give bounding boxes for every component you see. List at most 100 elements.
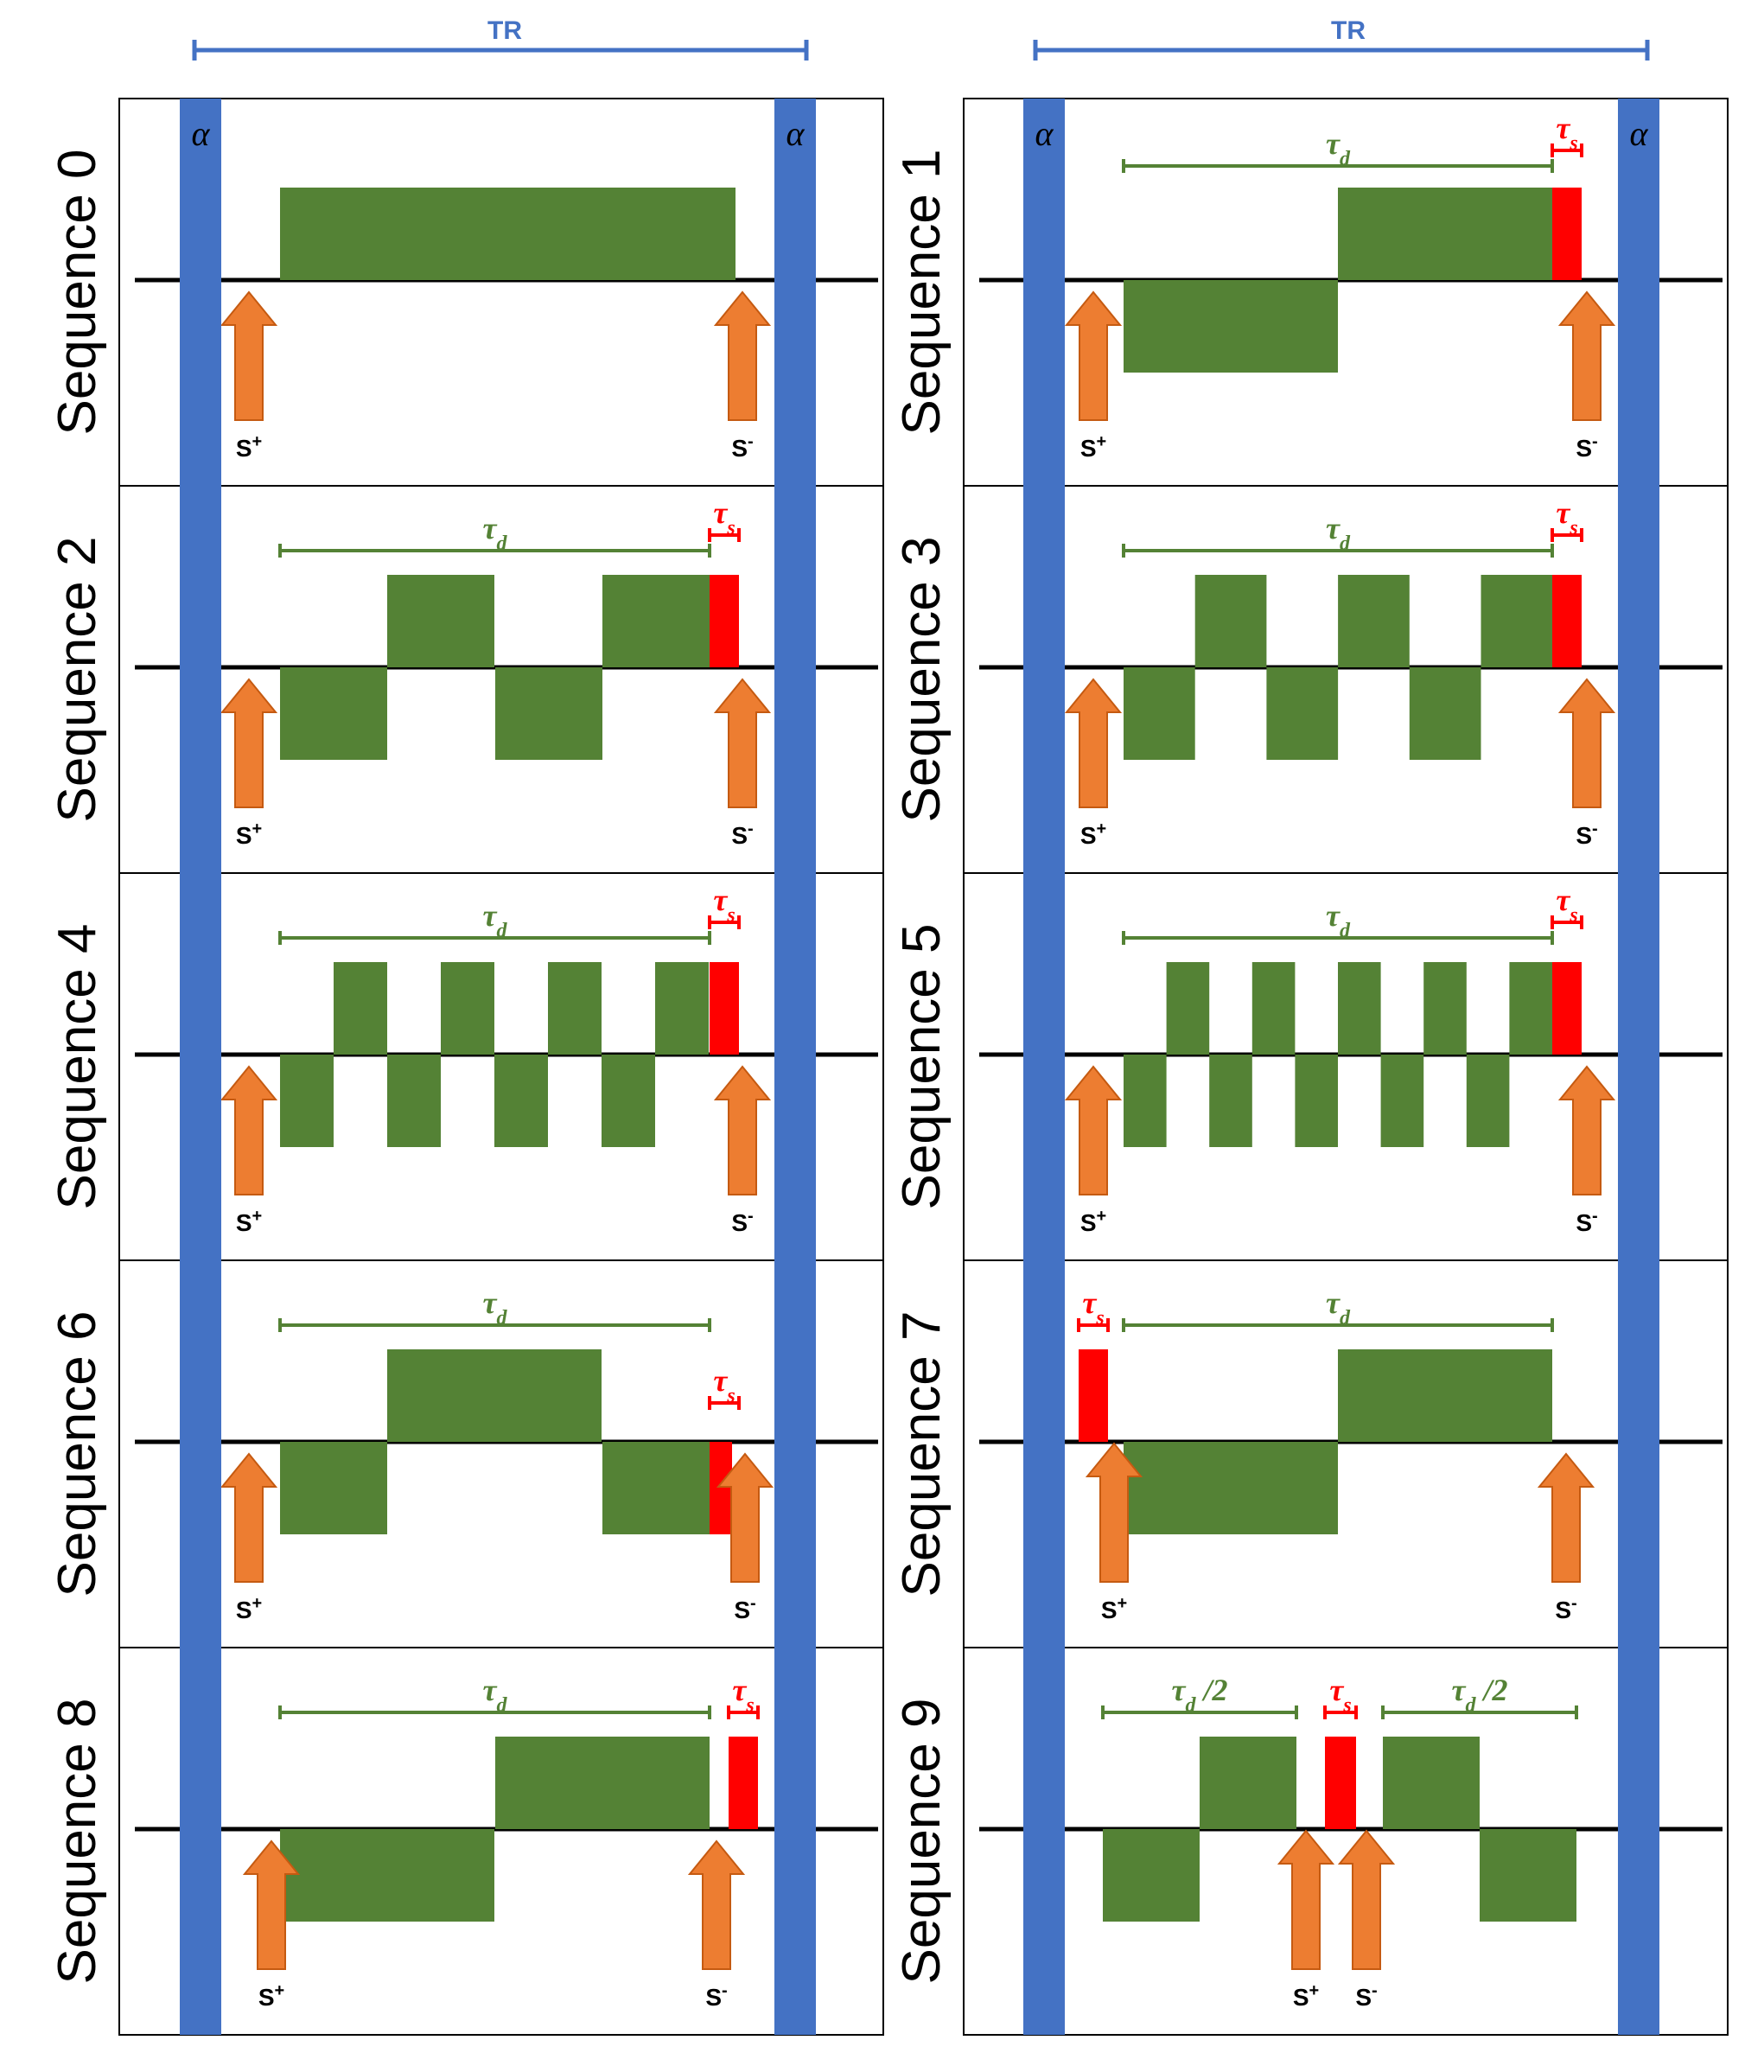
spoiler-gradient — [1552, 575, 1582, 667]
signal-arrow — [1064, 678, 1123, 808]
gradient-lobe — [1200, 1737, 1296, 1829]
gradient-lobe — [1338, 188, 1552, 280]
signal-arrow — [713, 678, 772, 808]
tau-s-bracket — [1323, 1705, 1358, 1719]
gradient-lobe — [1409, 667, 1481, 760]
gradient-lobe — [1380, 1055, 1424, 1147]
gradient-lobe — [1338, 1349, 1552, 1442]
signal-arrow — [1557, 1065, 1616, 1195]
signal-arrow — [716, 1452, 774, 1583]
sequence-9-label: Sequence 9 — [892, 1699, 952, 1985]
spoiler-gradient — [729, 1737, 758, 1829]
signal-arrow — [242, 1839, 301, 1970]
signal-arrow — [713, 1065, 772, 1195]
signal-arrow — [1557, 290, 1616, 421]
gradient-lobe — [280, 188, 736, 280]
gradient-lobe — [280, 1055, 334, 1147]
sequence-2-label: Sequence 2 — [48, 537, 107, 823]
tau-d-bracket — [278, 931, 711, 945]
gradient-lobe — [494, 1055, 548, 1147]
alpha-label: α — [192, 114, 211, 153]
s-plus-label: S+ — [236, 1207, 262, 1236]
alpha-pulses: α α α α — [180, 99, 1659, 2035]
gradient-lobe — [1194, 575, 1267, 667]
tau-d-label: τd — [483, 511, 508, 555]
gradient-lobe — [1338, 962, 1381, 1055]
tau-d-label: τd — [483, 1285, 508, 1329]
s-plus-label: S+ — [236, 432, 262, 462]
gradient-lobe — [1481, 575, 1553, 667]
alpha-pulse-bar — [774, 99, 816, 2035]
spoiler-gradient — [1325, 1737, 1356, 1829]
gradient-lobe — [334, 962, 387, 1055]
right-column-frame — [963, 98, 1729, 2036]
tau-s-bracket — [1551, 528, 1583, 542]
gradient-lobe — [655, 962, 709, 1055]
alpha-label: α — [786, 114, 806, 153]
left-column-frame — [118, 98, 884, 2036]
sequence-5-label: Sequence 5 — [892, 924, 952, 1210]
sequence-content: S+ S-τd τs S+ S-τd τs S+ S-τd τs S+ S-τd τs S+ S-τd τs… — [135, 111, 1723, 2011]
gradient-lobe — [1124, 1442, 1338, 1534]
tau-s-label: τs — [1082, 1285, 1104, 1329]
s-minus-label: S- — [1576, 819, 1597, 849]
sequence-1-label: Sequence 1 — [892, 150, 952, 436]
signal-arrow — [1064, 1065, 1123, 1195]
tau-d-bracket — [1122, 931, 1554, 945]
tr-label: TR — [1331, 16, 1366, 45]
s-plus-label: S+ — [236, 1594, 262, 1623]
alpha-pulse-bar — [1023, 99, 1065, 2035]
signal-arrow — [1557, 678, 1616, 808]
s-minus-label: S- — [1576, 1207, 1597, 1236]
gradient-lobe — [1423, 962, 1467, 1055]
gradient-lobe — [1209, 1055, 1252, 1147]
tr-indicator-left: TR — [192, 16, 809, 61]
tau-d-label: τd /2 — [1172, 1673, 1228, 1717]
signal-arrow — [687, 1839, 746, 1970]
tau-d-label: τd — [1326, 1285, 1351, 1329]
alpha-pulse-bar — [1618, 99, 1659, 2035]
spoiler-gradient — [1552, 188, 1582, 280]
gradient-lobe — [1103, 1829, 1200, 1922]
spoiler-gradient — [1079, 1349, 1108, 1442]
sequence-0-label: Sequence 0 — [48, 150, 107, 436]
gradient-lobe — [387, 1055, 441, 1147]
s-minus-label: S- — [1355, 1981, 1377, 2011]
alpha-label: α — [1630, 114, 1649, 153]
alpha-pulse-bar — [180, 99, 221, 2035]
signal-arrow — [713, 290, 772, 421]
gradient-lobe — [1166, 962, 1210, 1055]
tau-s-label: τs — [1556, 495, 1577, 539]
tau-d-bracket — [1122, 1318, 1554, 1332]
tau-d-label: τd — [1326, 511, 1351, 555]
s-plus-label: S+ — [236, 819, 262, 849]
gradient-lobe — [602, 575, 710, 667]
tau-s-bracket — [708, 528, 741, 542]
s-minus-label: S- — [731, 432, 753, 462]
spoiler-gradient — [710, 575, 739, 667]
gradient-lobe — [441, 962, 494, 1055]
tau-d-label: τd — [1326, 126, 1351, 170]
sequence-4-label: Sequence 4 — [48, 924, 107, 1210]
s-minus-label: S- — [731, 819, 753, 849]
signal-arrow — [1085, 1442, 1143, 1583]
tau-d-bracket — [278, 544, 711, 558]
tau-d-bracket — [278, 1705, 711, 1719]
tau-d-bracket — [278, 1318, 711, 1332]
gradient-lobe — [1251, 962, 1296, 1055]
gradient-lobe — [1383, 1737, 1480, 1829]
gradient-lobe — [1480, 1829, 1576, 1922]
gradient-lobe — [387, 575, 494, 667]
s-plus-label: S+ — [1293, 1981, 1319, 2011]
tau-s-label: τs — [1329, 1673, 1351, 1717]
gradient-lobe — [1295, 1055, 1338, 1147]
tau-d-bracket — [1122, 544, 1554, 558]
gradient-lobe — [602, 1442, 710, 1534]
tau-s-bracket — [727, 1705, 760, 1719]
gradient-lobe — [1124, 280, 1338, 373]
tau-s-bracket — [708, 915, 741, 929]
signal-arrow — [220, 678, 278, 808]
tau-s-bracket — [708, 1396, 741, 1410]
gradient-lobe — [495, 1737, 710, 1829]
gradient-lobe — [495, 667, 602, 760]
